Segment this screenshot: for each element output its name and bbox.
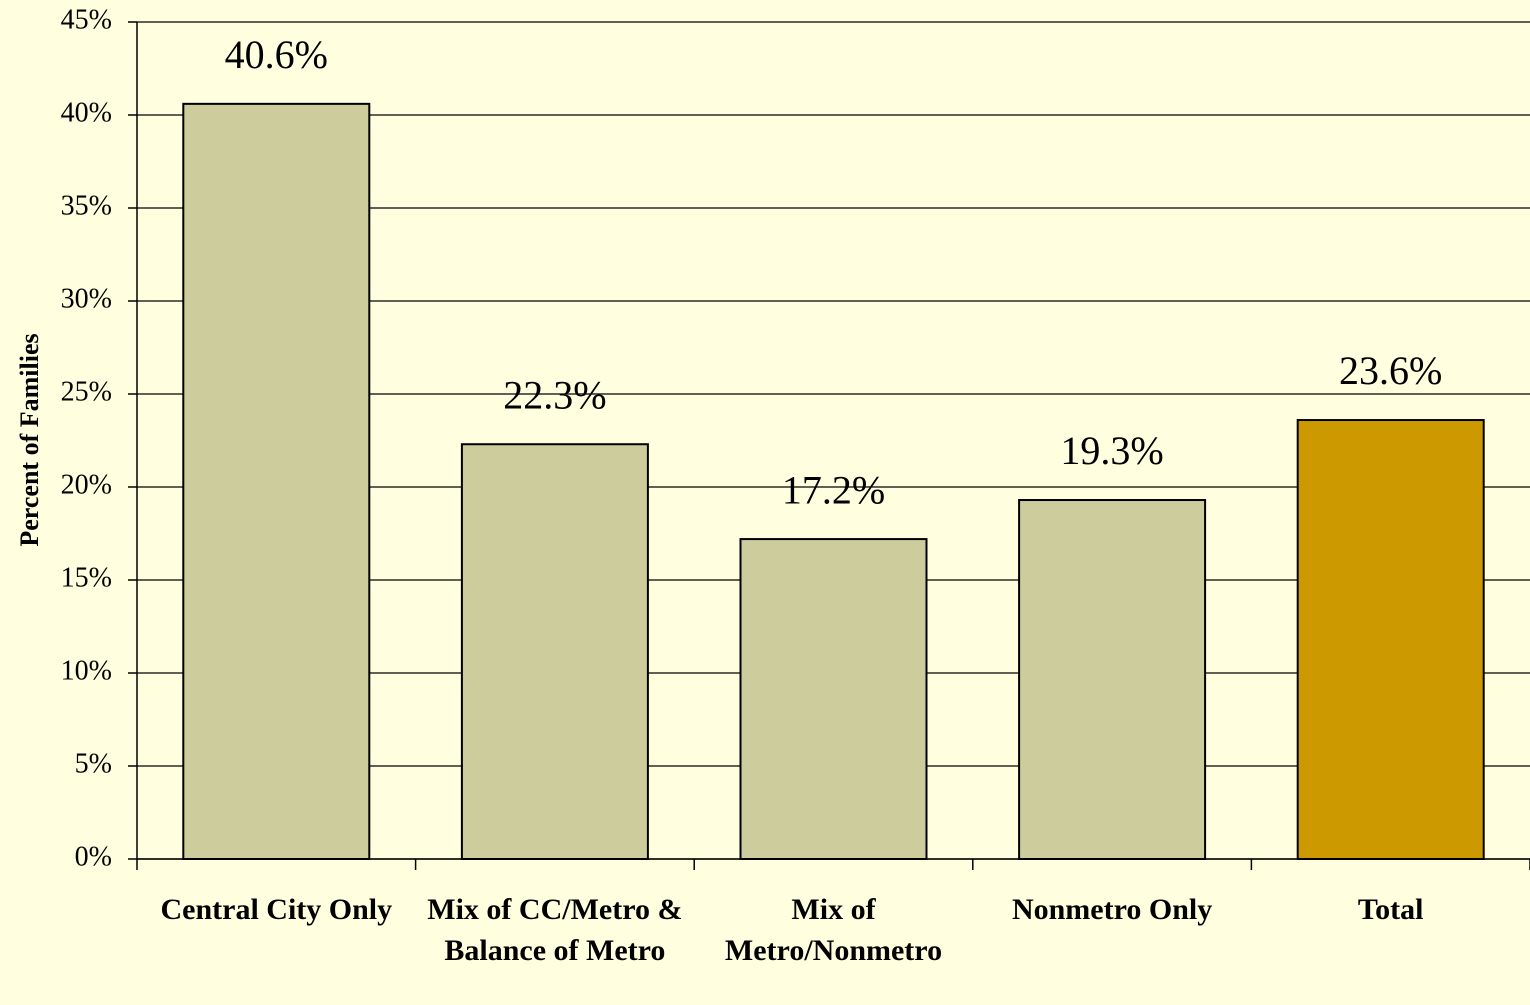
- x-tick-label: Total: [1357, 893, 1424, 926]
- y-tick-label: 45%: [61, 4, 112, 35]
- data-label: 23.6%: [1339, 348, 1442, 393]
- bar: [739, 538, 928, 861]
- x-tick-label: Central City Only: [160, 893, 393, 926]
- x-tick-label: Mix of Metro/Nonmetro: [724, 893, 943, 967]
- bar: [1296, 419, 1485, 860]
- y-tick-label: 15%: [61, 562, 112, 593]
- x-tick-label: Mix of CC/Metro & Balance of Metro: [427, 893, 683, 967]
- y-tick-label: 40%: [61, 97, 112, 128]
- y-tick-label: 10%: [61, 655, 112, 686]
- y-tick-label: 30%: [61, 283, 112, 314]
- data-label: 22.3%: [503, 372, 606, 417]
- y-tick-label: 5%: [75, 748, 112, 779]
- bar: [182, 102, 371, 860]
- data-label: 17.2%: [782, 467, 885, 512]
- bar: [460, 443, 649, 860]
- y-tick-label: 35%: [61, 190, 112, 221]
- y-tick-label: 20%: [61, 469, 112, 500]
- data-label: 19.3%: [1060, 428, 1163, 473]
- y-tick-label: 25%: [61, 376, 112, 407]
- y-axis-label: Percent of Families: [15, 333, 44, 546]
- y-tick-label: 0%: [75, 841, 112, 872]
- x-tick-label: Nonmetro Only: [1011, 893, 1213, 926]
- data-label: 40.6%: [225, 32, 328, 77]
- bar: [1018, 499, 1207, 860]
